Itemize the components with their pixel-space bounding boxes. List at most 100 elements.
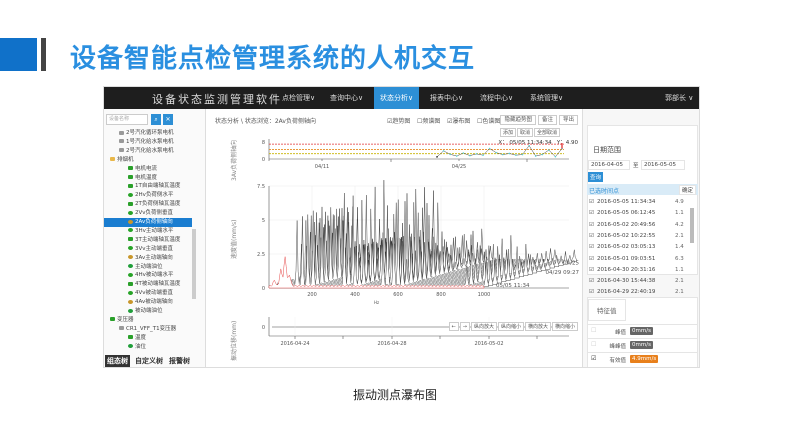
tree-item[interactable]: 4Av被动端轴向	[104, 298, 192, 307]
nav-item-0[interactable]: 点检管理∨	[282, 94, 316, 102]
broom-icon[interactable]: ✕	[163, 114, 173, 125]
trend-point[interactable]	[548, 149, 550, 151]
zoom-button-3[interactable]: 纵向缩小	[497, 322, 524, 331]
checkbox-checked-icon[interactable]: ☑	[589, 199, 594, 205]
trend-point[interactable]	[482, 154, 484, 156]
tab-config-tree[interactable]: 组态树	[105, 355, 130, 367]
checkbox-icon[interactable]: ☐	[591, 341, 597, 348]
checkbox-checked-icon[interactable]: ☑	[589, 221, 594, 228]
checkbox-checked-icon[interactable]: ☑	[447, 118, 453, 125]
trend-point[interactable]	[436, 156, 438, 158]
trend-point[interactable]	[554, 155, 557, 158]
cancel-all-button[interactable]: 全部取消	[533, 128, 560, 137]
trend-point[interactable]	[521, 153, 524, 156]
tree-item[interactable]: 3T主动端轴瓦温度	[104, 236, 192, 245]
trend-point[interactable]	[515, 154, 517, 156]
checkbox-icon[interactable]: ☐	[477, 118, 483, 125]
trend-point[interactable]	[501, 153, 504, 156]
checkbox-icon[interactable]: ☐	[591, 327, 597, 334]
tab-custom-tree[interactable]: 自定义树	[135, 357, 163, 365]
tree-item[interactable]: 1T自由端轴瓦温度	[104, 182, 192, 191]
tree-item[interactable]: 被动端油位	[104, 307, 192, 316]
tree-item[interactable]: 2T负荷侧轴瓦温度	[104, 200, 192, 209]
tree-item[interactable]: 2号汽化给水泵电机	[104, 147, 192, 156]
tree-item[interactable]: 2号汽化循环泵电机	[104, 129, 192, 138]
trend-point[interactable]	[442, 150, 445, 152]
trend-point[interactable]	[541, 153, 544, 156]
tree-item[interactable]: 4T被动端轴瓦温度	[104, 280, 192, 289]
tree-item[interactable]: 3Hv主动端水平	[104, 227, 192, 236]
view-toggle-0[interactable]: ☑趋势图	[387, 116, 410, 125]
tree-item[interactable]: 4Hv被动端水平	[104, 271, 192, 280]
tree-item[interactable]: 主动端油位	[104, 263, 192, 272]
sidebar-scrollbar[interactable]	[192, 229, 196, 299]
tree-item[interactable]: 电机电流	[104, 165, 192, 174]
trend-point[interactable]	[534, 155, 537, 157]
note-button[interactable]: 备注	[537, 115, 557, 125]
tab-feature[interactable]: 特征值	[588, 299, 626, 321]
add-button[interactable]: 添加	[499, 128, 516, 137]
tree-item[interactable]: 温度	[104, 334, 192, 343]
trend-point[interactable]	[488, 147, 491, 150]
export-button[interactable]: 导出	[558, 115, 578, 125]
checkbox-icon[interactable]: ☐	[417, 118, 423, 125]
points-scrollbar[interactable]	[690, 208, 694, 243]
query-button[interactable]: 查询	[588, 172, 604, 182]
cancel-button[interactable]: 取消	[516, 128, 533, 137]
tree-item[interactable]: 排烟机	[104, 156, 192, 165]
nav-item-4[interactable]: 流程中心∨	[480, 94, 514, 102]
nav-item-1[interactable]: 查询中心∨	[330, 94, 364, 102]
gear-green-icon	[128, 290, 133, 295]
view-toggle-3[interactable]: ☐色谱图	[477, 116, 500, 125]
trend-point[interactable]	[475, 153, 478, 155]
checkbox-checked-icon[interactable]: ☑	[589, 289, 594, 296]
zoom-button-4[interactable]: 横向放大	[524, 322, 551, 331]
slide-caption: 振动测点瀑布图	[352, 388, 437, 402]
tree-item[interactable]: 4Vv被动端垂直	[104, 289, 192, 298]
tree-item[interactable]: 1号汽化给水泵电机	[104, 138, 192, 147]
tree-item[interactable]: 2Av负荷侧轴向	[104, 218, 192, 227]
view-toggle-2[interactable]: ☑瀑布图	[447, 116, 470, 125]
tree-item[interactable]: 变压器	[104, 316, 192, 325]
trend-point[interactable]	[528, 144, 530, 147]
checkbox-checked-icon[interactable]: ☑	[589, 266, 594, 273]
confirm-button[interactable]: 确定	[679, 185, 697, 195]
user-menu[interactable]: 郭部长 ∨	[665, 94, 694, 102]
view-toggle-1[interactable]: ☐频谱图	[417, 116, 440, 125]
tree-item[interactable]: 2Vv负荷侧垂直	[104, 209, 192, 218]
point-value: 1.1	[675, 266, 684, 273]
tree-item[interactable]: CR1_VFF_T1变压器	[104, 325, 192, 334]
checkbox-checked-icon[interactable]: ☑	[589, 278, 594, 285]
device-search-input[interactable]: 设备名称	[106, 114, 148, 125]
nav-item-3[interactable]: 报表中心∨	[430, 94, 464, 102]
tab-alarm-tree[interactable]: 报警树	[169, 357, 190, 365]
search-icon[interactable]: ⌕	[151, 114, 161, 125]
checkbox-checked-icon[interactable]: ☑	[387, 118, 393, 125]
zoom-button-2[interactable]: 纵向放大	[470, 322, 497, 331]
trend-point[interactable]	[495, 151, 498, 154]
nav-item-2[interactable]: 状态分析∨	[374, 87, 420, 109]
tree-item[interactable]: 电机温度	[104, 174, 192, 183]
checkbox-checked-icon[interactable]: ☑	[589, 244, 594, 251]
trend-point[interactable]	[455, 155, 458, 157]
checkbox-checked-icon[interactable]: ☑	[591, 355, 597, 362]
trend-point[interactable]	[508, 152, 511, 155]
zoom-button-5[interactable]: 横向缩小	[551, 322, 578, 331]
tree-item[interactable]: 3Av主动端轴向	[104, 254, 192, 263]
tree-item[interactable]: 油位	[104, 343, 192, 352]
hide-trend-button[interactable]: 隐藏趋势图	[500, 115, 536, 125]
tree-item[interactable]: 2Hv负荷侧水平	[104, 191, 192, 200]
date-from-input[interactable]: 2016-04-05	[588, 160, 630, 170]
zoom-button-1[interactable]: →	[459, 322, 470, 331]
zoom-button-0[interactable]: ←	[448, 322, 459, 331]
tree-item[interactable]: 3Vv主动端垂直	[104, 245, 192, 254]
checkbox-checked-icon[interactable]: ☑	[589, 255, 594, 262]
trend-point[interactable]	[469, 154, 471, 157]
checkbox-checked-icon[interactable]: ☑	[589, 210, 594, 217]
checkbox-checked-icon[interactable]: ☑	[589, 232, 594, 239]
nav-item-5[interactable]: 系统管理∨	[530, 94, 564, 102]
trend-point[interactable]	[449, 153, 451, 156]
trend-point[interactable]	[462, 152, 465, 154]
point-time: 2016-05-02 10:22:55	[597, 232, 656, 239]
date-to-input[interactable]: 2016-05-05	[641, 160, 685, 170]
